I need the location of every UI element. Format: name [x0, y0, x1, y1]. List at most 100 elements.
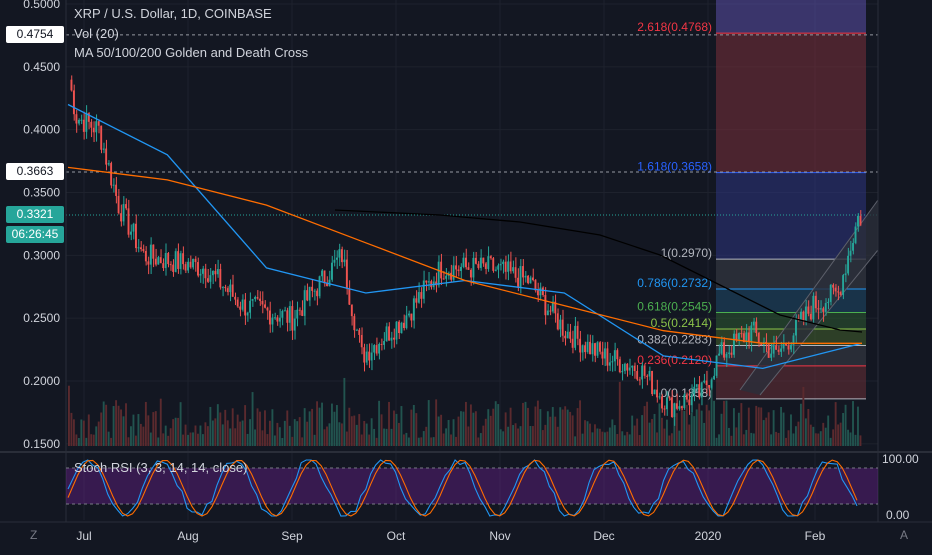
- volume-bar: [814, 433, 817, 446]
- volume-bar: [765, 417, 768, 446]
- candle-body: [472, 257, 475, 278]
- candle-body: [663, 408, 666, 410]
- candle-body: [425, 280, 428, 283]
- candle-body: [201, 268, 204, 274]
- candle-body: [514, 267, 517, 278]
- volume-bar: [561, 409, 564, 446]
- candle-body: [685, 394, 688, 400]
- candle-body: [293, 318, 296, 331]
- candle-body: [378, 343, 381, 354]
- volume-bar: [680, 408, 683, 446]
- volume-bar: [623, 435, 626, 446]
- candle-body: [283, 310, 286, 312]
- candle-body: [174, 251, 177, 272]
- volume-bar: [633, 425, 636, 446]
- volume-bar: [398, 422, 400, 446]
- volume-bar: [169, 428, 172, 446]
- x-tick-label: Jul: [76, 529, 91, 543]
- volume-bar: [164, 425, 167, 446]
- volume-bar: [790, 414, 792, 446]
- auto-scale-corner[interactable]: A: [900, 528, 909, 542]
- candle-body: [353, 316, 356, 331]
- candle-body: [112, 184, 115, 186]
- candle-body: [291, 306, 294, 331]
- candle-body: [474, 257, 477, 264]
- volume-bar: [139, 423, 142, 446]
- volume-bar: [385, 428, 388, 446]
- candle-body: [795, 318, 797, 336]
- countdown-label: 06:26:45: [6, 226, 64, 243]
- fib-level-label: 0.786(0.2732): [637, 276, 712, 290]
- candle-body: [482, 257, 485, 264]
- volume-bar: [373, 428, 376, 446]
- trend-channel-line: [759, 249, 879, 396]
- volume-bar: [437, 416, 440, 446]
- volume-bar: [331, 403, 333, 446]
- zoom-corner-left[interactable]: Z: [30, 528, 38, 542]
- candle-body: [608, 362, 611, 366]
- candle-body: [393, 337, 395, 340]
- volume-bar: [685, 404, 688, 446]
- stoch-d-line: [67, 459, 858, 517]
- stoch-label: Stoch RSI (3, 3, 14, 14, close): [74, 460, 248, 475]
- volume-bar: [797, 421, 800, 446]
- candle-body: [690, 394, 693, 406]
- candle-body: [757, 333, 760, 343]
- candle-body: [827, 301, 830, 304]
- candle-body: [723, 342, 725, 358]
- candle-body: [750, 325, 753, 342]
- candle-body: [675, 403, 678, 409]
- volume-bar: [678, 430, 681, 446]
- volume-bar: [638, 435, 641, 446]
- candle-body: [405, 315, 408, 329]
- candle-body: [700, 382, 703, 398]
- candle-body: [507, 261, 510, 272]
- candle-body: [455, 265, 457, 270]
- candle-body: [154, 258, 157, 265]
- fib-level-label: 0.382(0.2283): [637, 332, 712, 346]
- candle-body: [192, 258, 194, 268]
- volume-bar: [658, 403, 661, 446]
- volume-bar: [807, 408, 810, 446]
- volume-bar: [517, 428, 519, 446]
- volume-bar: [695, 409, 698, 446]
- candle-body: [360, 334, 363, 348]
- volume-bar: [266, 434, 269, 446]
- volume-bar: [474, 411, 477, 446]
- candle-body: [541, 287, 544, 296]
- volume-bar: [321, 402, 323, 446]
- volume-bar: [859, 435, 862, 446]
- candle-body: [621, 371, 624, 373]
- volume-bar: [445, 428, 448, 446]
- volume-bar: [819, 431, 822, 446]
- candle-body: [390, 337, 393, 341]
- volume-bar: [179, 402, 182, 446]
- candle-body: [641, 365, 644, 380]
- candle-body: [197, 262, 199, 276]
- volume-bar: [802, 386, 805, 446]
- candle-body: [147, 261, 150, 265]
- candle-body: [623, 363, 626, 372]
- volume-bar: [839, 422, 842, 446]
- candle-body: [631, 365, 634, 368]
- volume-bar: [87, 414, 90, 446]
- candle-body: [102, 148, 105, 150]
- volume-bar: [283, 420, 286, 446]
- volume-bar: [670, 433, 673, 446]
- candle-body: [598, 342, 601, 352]
- candle-body: [244, 299, 247, 316]
- volume-bar: [224, 409, 227, 446]
- volume-bar: [698, 403, 701, 446]
- volume-bar: [192, 432, 194, 446]
- candle-body: [259, 298, 261, 301]
- candle-body: [551, 301, 554, 312]
- candle-body: [804, 306, 807, 321]
- candle-body: [256, 296, 259, 299]
- volume-bar: [415, 413, 418, 446]
- volume-bar: [395, 413, 398, 446]
- x-tick-label: Oct: [387, 529, 406, 543]
- volume-bar: [313, 434, 316, 446]
- volume-bar: [847, 429, 849, 446]
- candle-body: [415, 298, 418, 303]
